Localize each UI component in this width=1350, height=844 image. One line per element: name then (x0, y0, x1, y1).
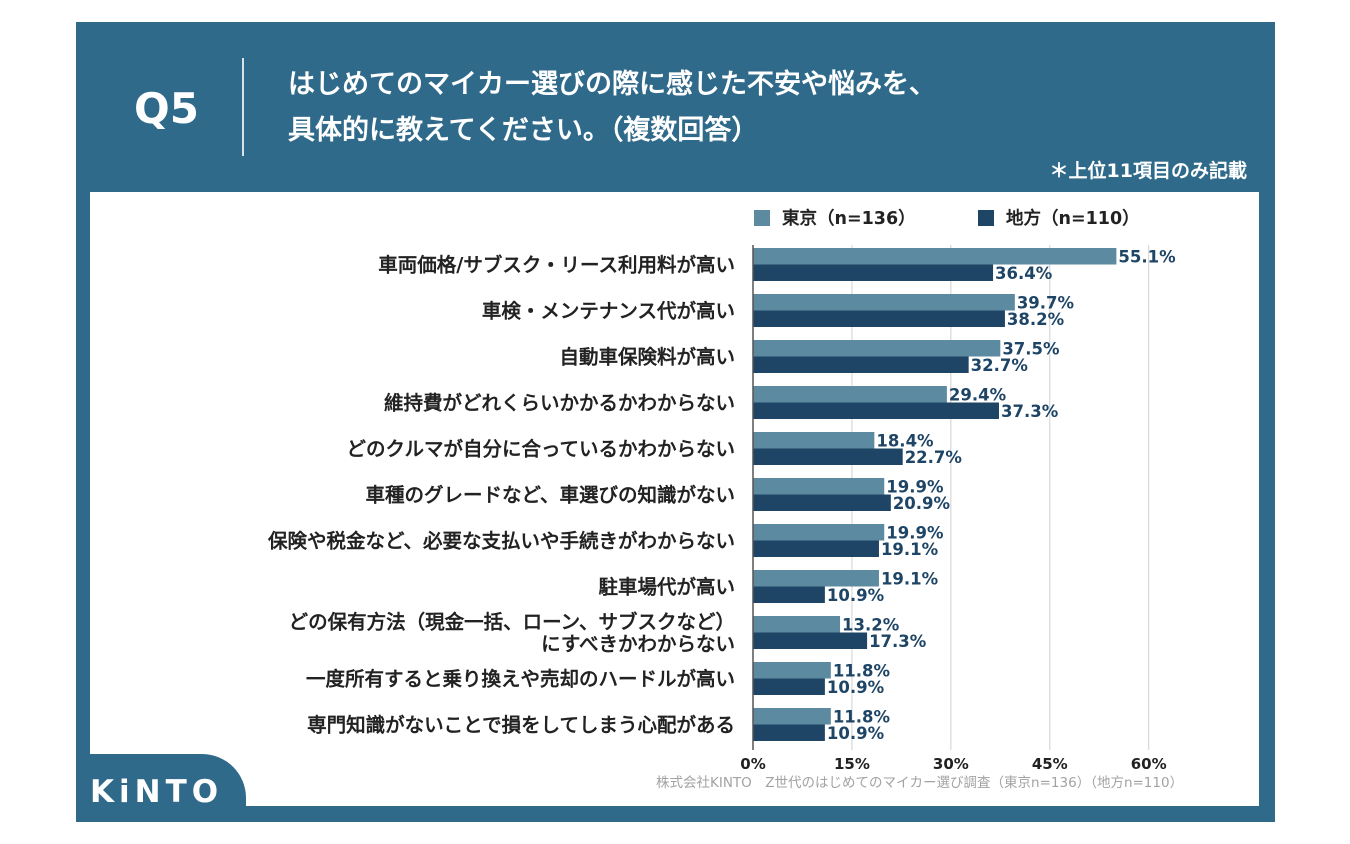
x-tick-label: 30% (933, 755, 969, 773)
category-label: 車両価格/サブスク・リース利用料が高い (378, 254, 735, 277)
bar-chiho (753, 448, 903, 465)
bar-tokyo (753, 708, 831, 725)
data-label: 55.1% (1118, 248, 1176, 267)
bar-tokyo (753, 432, 875, 449)
data-label: 37.5% (1002, 340, 1060, 359)
data-label: 19.1% (881, 570, 939, 589)
data-label: 32.7% (971, 356, 1029, 375)
bar-chiho (753, 678, 825, 695)
bar-tokyo (753, 524, 885, 541)
bar-tokyo (753, 662, 831, 679)
category-label: 車種のグレードなど、車選びの知識がない (365, 484, 735, 507)
data-label: 13.2% (842, 616, 900, 635)
data-label: 20.9% (893, 494, 951, 513)
data-label: 10.9% (827, 586, 885, 605)
bar-chiho (753, 724, 825, 741)
data-label: 22.7% (905, 448, 963, 467)
legend-label-tokyo: 東京（n=136） (782, 208, 916, 229)
bar-tokyo (753, 570, 879, 587)
category-label: どの保有方法（現金一括、ローン、サブスクなど） (289, 611, 735, 634)
data-label: 37.3% (1001, 402, 1059, 421)
brand-tab (76, 754, 246, 822)
data-label: 29.4% (949, 386, 1007, 405)
bar-tokyo (753, 616, 841, 633)
bar-chart: 55.1% 36.4% 車両価格/サブスク・リース利用料が高い 39.7%38.2% 車… (267, 208, 1176, 773)
data-label: 10.9% (827, 724, 885, 743)
category-label: どのクルマが自分に合っているかわからない (347, 438, 735, 461)
bar-chiho (753, 540, 879, 557)
data-label: 17.3% (869, 632, 927, 651)
category-label: にすべきかわからない (541, 633, 735, 656)
data-label: 38.2% (1007, 310, 1065, 329)
data-label: 10.9% (827, 678, 885, 697)
page-title: はじめてのマイカー選びの際に感じた不安や悩みを、 具体的に教えてください。（複数… (288, 62, 936, 154)
data-label: 39.7% (1017, 294, 1075, 313)
bar-chiho (753, 632, 868, 649)
bar-tokyo (753, 248, 1117, 265)
bar-chiho (753, 310, 1005, 327)
source-note: 株式会社KINTO Z世代のはじめてのマイカー選び調査（東京n=136）（地方n… (656, 775, 1184, 791)
chart-panel: 55.1% 36.4% 車両価格/サブスク・リース利用料が高い 39.7% 38.2% 車… (90, 192, 1259, 806)
data-label: 19.1% (881, 540, 939, 559)
data-label: 36.4% (995, 264, 1053, 283)
x-tick-label: 15% (834, 755, 870, 773)
data-label: 18.4% (876, 432, 934, 451)
header-divider (242, 58, 244, 156)
bar-tokyo (753, 478, 885, 495)
data-label: 19.9% (886, 524, 944, 543)
data-label: 11.8% (833, 708, 891, 727)
legend-swatch-tokyo (754, 210, 770, 226)
title-line-1: はじめてのマイカー選びの際に感じた不安や悩みを、 (288, 69, 936, 100)
data-label: 11.8% (833, 662, 891, 681)
bar-chiho (753, 494, 891, 511)
bar-tokyo (753, 294, 1015, 311)
category-label: 保険や税金など、必要な支払いや手続きがわからない (267, 530, 735, 553)
bar-tokyo (753, 386, 947, 403)
x-tick-label: 45% (1032, 755, 1068, 773)
bar-chiho (753, 356, 969, 373)
category-label: 車検・メンテナンス代が高い (482, 300, 735, 323)
category-label: 自動車保険料が高い (559, 346, 735, 369)
kinto-logo: KiNTO (90, 774, 224, 810)
category-label: 駐車場代が高い (598, 576, 735, 599)
bar-tokyo (753, 340, 1001, 357)
category-label: 専門知識がないことで損をしてしまう心配がある (307, 714, 735, 737)
title-line-2: 具体的に教えてください。（複数回答） (288, 115, 759, 146)
category-label: 維持費がどれくらいかかるかわからない (384, 392, 735, 415)
data-label: 19.9% (886, 478, 944, 497)
top-items-note: ＊上位11項目のみ記載 (1049, 160, 1247, 182)
bar-chiho (753, 264, 994, 281)
bar-chiho (753, 402, 999, 419)
bar-chiho (753, 586, 825, 603)
x-tick-label: 60% (1131, 755, 1167, 773)
x-tick-label: 0% (740, 755, 765, 773)
question-number: Q5 (134, 84, 199, 133)
category-label: 一度所有すると乗り換えや売却のハードルが高い (306, 668, 735, 691)
legend-swatch-chiho (978, 210, 994, 226)
legend-label-chiho: 地方（n=110） (1006, 208, 1140, 229)
